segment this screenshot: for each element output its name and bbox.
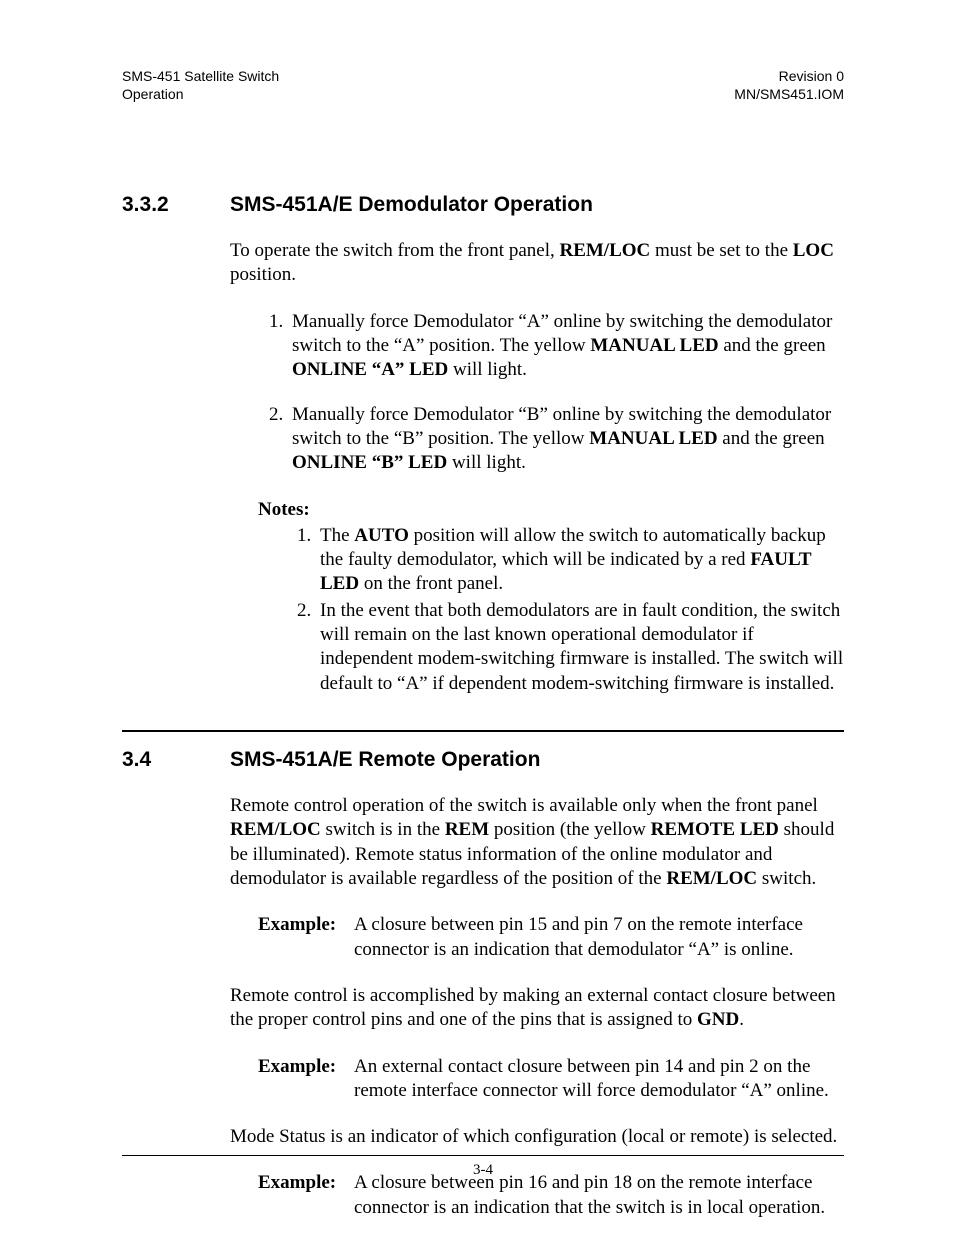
text: and the green — [719, 335, 826, 356]
text: . — [739, 1009, 744, 1030]
text: on the front panel. — [359, 573, 503, 594]
section-332-body: To operate the switch from the front pan… — [230, 239, 844, 696]
bold-text: GND — [697, 1009, 739, 1030]
text: position (the yellow — [489, 819, 650, 840]
list-item: The AUTO position will allow the switch … — [316, 524, 844, 597]
section-332-title: SMS-451A/E Demodulator Operation — [230, 193, 844, 217]
bold-text: REMOTE LED — [651, 819, 779, 840]
section-332-notes: The AUTO position will allow the switch … — [230, 524, 844, 696]
bold-text: ONLINE “A” LED — [292, 359, 448, 380]
page-footer: 3-4 — [122, 1155, 844, 1179]
page-content: 3.3.2 SMS-451A/E Demodulator Operation T… — [122, 193, 844, 1220]
page-header: SMS-451 Satellite Switch Operation Revis… — [122, 68, 844, 103]
text: In the event that both demodulators are … — [320, 600, 843, 694]
bold-text: AUTO — [354, 525, 409, 546]
section-34-p2: Remote control is accomplished by making… — [230, 984, 844, 1033]
section-332-intro: To operate the switch from the front pan… — [230, 239, 844, 288]
page-number: 3-4 — [122, 1162, 844, 1179]
notes-label: Notes: — [258, 498, 844, 522]
text: position. — [230, 264, 296, 285]
text: Remote control is accomplished by making… — [230, 985, 836, 1030]
bold-text: REM/LOC — [230, 819, 321, 840]
text: will light. — [448, 359, 527, 380]
bold-text: MANUAL LED — [590, 335, 718, 356]
list-item: Manually force Demodulator “B” online by… — [288, 403, 844, 476]
header-right-line1: Revision 0 — [779, 68, 844, 84]
list-item: Manually force Demodulator “A” online by… — [288, 310, 844, 383]
section-34-title: SMS-451A/E Remote Operation — [230, 748, 844, 772]
text: Remote control operation of the switch i… — [230, 795, 818, 816]
example-text: A closure between pin 15 and pin 7 on th… — [354, 913, 844, 962]
section-divider — [122, 730, 844, 732]
header-right-line2: MN/SMS451.IOM — [734, 86, 844, 102]
section-332-heading: 3.3.2 SMS-451A/E Demodulator Operation — [122, 193, 844, 217]
example-label: Example: — [258, 1055, 354, 1104]
bold-text: REM — [445, 819, 489, 840]
text: switch is in the — [321, 819, 445, 840]
header-left-line1: SMS-451 Satellite Switch — [122, 68, 279, 84]
header-left: SMS-451 Satellite Switch Operation — [122, 68, 279, 103]
text: The — [320, 525, 354, 546]
footer-rule — [122, 1155, 844, 1156]
header-left-line2: Operation — [122, 86, 183, 102]
page: SMS-451 Satellite Switch Operation Revis… — [0, 0, 954, 1235]
section-34-heading: 3.4 SMS-451A/E Remote Operation — [122, 748, 844, 772]
bold-text: REM/LOC — [666, 868, 757, 889]
bold-text: MANUAL LED — [589, 428, 717, 449]
example-label: Example: — [258, 913, 354, 962]
section-332-steps: Manually force Demodulator “A” online by… — [230, 310, 844, 476]
bold-text: REM/LOC — [559, 240, 650, 261]
text: and the green — [718, 428, 825, 449]
section-34-p3: Mode Status is an indicator of which con… — [230, 1125, 844, 1149]
example-2: Example: An external contact closure bet… — [258, 1055, 844, 1104]
text: must be set to the — [650, 240, 792, 261]
example-1: Example: A closure between pin 15 and pi… — [258, 913, 844, 962]
section-34-number: 3.4 — [122, 748, 230, 772]
bold-text: LOC — [793, 240, 834, 261]
text: To operate the switch from the front pan… — [230, 240, 559, 261]
section-34-p1: Remote control operation of the switch i… — [230, 794, 844, 891]
header-right: Revision 0 MN/SMS451.IOM — [734, 68, 844, 103]
text: switch. — [757, 868, 816, 889]
section-332-number: 3.3.2 — [122, 193, 230, 217]
text: will light. — [447, 452, 526, 473]
example-text: An external contact closure between pin … — [354, 1055, 844, 1104]
list-item: In the event that both demodulators are … — [316, 599, 844, 696]
bold-text: ONLINE “B” LED — [292, 452, 447, 473]
